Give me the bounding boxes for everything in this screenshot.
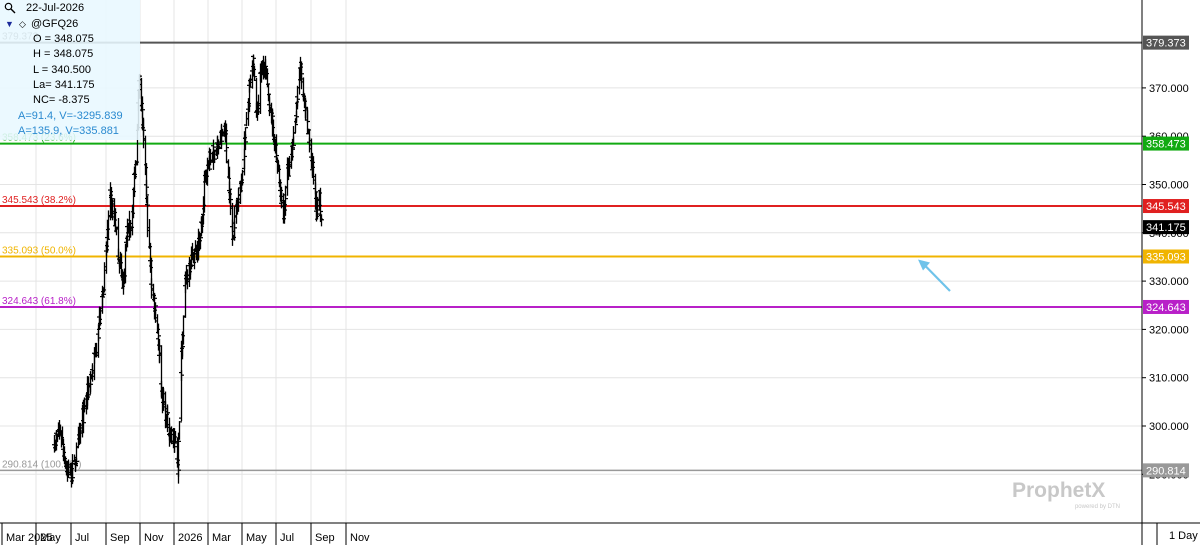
- x-tick-label: 2026: [178, 532, 202, 544]
- y-tick-label: 310.000: [1149, 373, 1189, 385]
- last-value: La= 341.175: [33, 79, 95, 91]
- last-price-tag-box: [1143, 220, 1189, 235]
- watermark-tagline: powered by DTN: [1075, 504, 1120, 510]
- level-axis-tag-box: [1143, 249, 1189, 264]
- info-line-a2: A=135.9, V=335.881: [18, 125, 119, 137]
- ohlc-bars: [52, 54, 324, 488]
- y-tick-label: 350.000: [1149, 180, 1189, 192]
- watermark: ProphetX powered by DTN: [1012, 479, 1120, 510]
- high-value: H = 348.075: [33, 48, 94, 60]
- x-tick-label: Sep: [315, 532, 335, 544]
- level-axis-tag-label: 324.643: [1146, 302, 1186, 314]
- level-axis-tag-label: 290.814: [1146, 465, 1186, 477]
- annotation-arrow: [918, 259, 951, 292]
- period-label: 1 Day: [1169, 530, 1198, 542]
- x-tick-label: May: [246, 532, 267, 544]
- low-value: L = 340.500: [33, 64, 92, 76]
- level-axis-tag-box: [1143, 199, 1189, 214]
- arrow-head: [918, 259, 930, 271]
- net-change-value: NC= -8.375: [33, 94, 90, 106]
- y-tick-label: 320.000: [1149, 324, 1189, 336]
- open-value: O = 348.075: [33, 33, 94, 45]
- magnifier-icon[interactable]: [4, 2, 16, 14]
- level-axis-tag-box: [1143, 35, 1189, 50]
- x-tick-label: Mar: [212, 532, 231, 544]
- date-label: 22-Jul-2026: [26, 2, 85, 14]
- diamond-icon: ◇: [19, 19, 26, 29]
- level-axis-tag-label: 358.473: [1146, 139, 1186, 151]
- level-label: 345.543 (38.2%): [2, 195, 76, 206]
- x-tick-label: Sep: [110, 532, 130, 544]
- level-axis-tag-box: [1143, 136, 1189, 151]
- level-axis-tag-label: 379.373: [1146, 38, 1186, 50]
- x-tick-label: Nov: [350, 532, 370, 544]
- level-axis-tag-box: [1143, 299, 1189, 314]
- x-tick-label: Jul: [280, 532, 294, 544]
- plot-area: [0, 0, 1142, 523]
- info-panel: 22-Jul-2026 ▼ ◇ @GFQ26 O = 348.075 H = 3…: [0, 0, 140, 140]
- x-tick-label: Jul: [75, 532, 89, 544]
- level-axis-tag-label: 345.543: [1146, 201, 1186, 213]
- y-tick-label: 370.000: [1149, 83, 1189, 95]
- level-axis-tags: 379.373 358.473 345.543 335.093 324.643 290.8…: [1143, 35, 1189, 478]
- last-price-tag-label: 341.175: [1146, 222, 1186, 234]
- watermark-brand: ProphetX: [1012, 479, 1105, 502]
- y-tick-label: 300.000: [1149, 421, 1189, 433]
- x-tick-label: Mar 2025: [6, 532, 52, 544]
- level-axis-tag-box: [1143, 463, 1189, 478]
- x-tick-label: May: [40, 532, 61, 544]
- symbol-label: @GFQ26: [31, 18, 79, 30]
- arrow-shaft: [921, 261, 951, 292]
- level-label: 290.814 (100.0%): [2, 459, 82, 470]
- info-line-a1: A=91.4, V=-3295.839: [18, 110, 123, 122]
- level-axis-tag-label: 335.093: [1146, 252, 1186, 264]
- level-label: 335.093 (50.0%): [2, 246, 76, 257]
- y-tick-label: 330.000: [1149, 276, 1189, 288]
- triangle-down-icon[interactable]: ▼: [5, 19, 14, 29]
- x-tick-label: Nov: [144, 532, 164, 544]
- level-label: 324.643 (61.8%): [2, 296, 76, 307]
